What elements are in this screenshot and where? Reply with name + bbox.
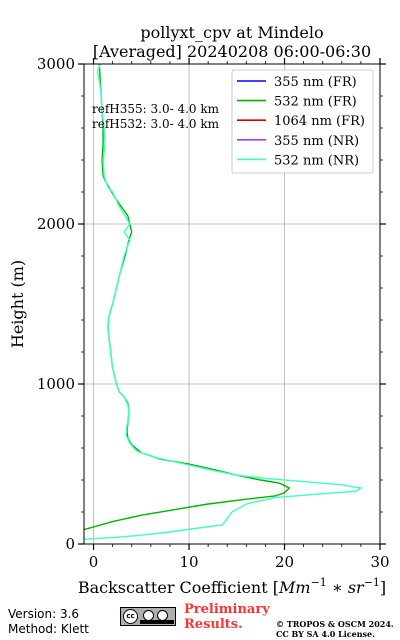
legend-label-2: 1064 nm (FR) (274, 114, 365, 129)
copyright-notice: © TROPOS & OSCM 2024. CC BY SA 4.0 Licen… (276, 619, 398, 639)
x-axis-label-prefix: Backscatter Coefficient [ (78, 578, 279, 597)
preliminary-line1: Preliminary (184, 602, 270, 617)
y-tick-label-0: 0 (65, 535, 75, 553)
ref-h355-annotation: refH355: 3.0- 4.0 km (92, 102, 220, 116)
data-series (84, 64, 363, 540)
x-axis-label-unit: Mm (278, 578, 311, 597)
y-tick-label-3: 3000 (37, 55, 75, 73)
x-axis-label: Backscatter Coefficient [Mm−1 ∗ sr−1] (78, 576, 386, 597)
y-tick-label-1: 1000 (37, 375, 75, 393)
cc-logo-icon: cc (123, 609, 138, 624)
x-tick-label-2: 20 (275, 553, 294, 571)
x-axis-label-suffix: ] (380, 578, 386, 597)
reference-height-annotations: refH355: 3.0- 4.0 km refH532: 3.0- 4.0 k… (92, 102, 220, 131)
method-text: Method: Klett (8, 622, 89, 636)
axes: 0 10 20 30 0 1000 2000 3000 (37, 55, 390, 571)
x-tick-label-1: 10 (179, 553, 198, 571)
x-axis-label-mid: ∗ (327, 578, 348, 597)
chart-title-line1: pollyxt_cpv at Mindelo (140, 23, 323, 42)
x-axis-label-exp2: −1 (364, 576, 380, 589)
copyright-line1: © TROPOS & OSCM 2024. (276, 619, 394, 629)
legend-label-3: 355 nm (NR) (274, 134, 359, 149)
legend-label-4: 532 nm (NR) (274, 153, 359, 168)
version-text: Version: 3.6 (8, 607, 80, 621)
series-line-4 (84, 64, 363, 540)
legend-label-0: 355 nm (FR) (274, 75, 357, 90)
x-axis-label-exp1: −1 (311, 576, 327, 589)
cc-by-sa-license-icon: cc (120, 607, 176, 626)
ref-h532-annotation: refH532: 3.0- 4.0 km (92, 117, 220, 131)
preliminary-results-notice: Preliminary Results. (184, 602, 284, 632)
copyright-line2: CC BY SA 4.0 License. (276, 629, 375, 639)
x-tick-label-3: 30 (370, 553, 389, 571)
y-tick-label-2: 2000 (37, 215, 75, 233)
preliminary-line2: Results. (184, 617, 243, 632)
legend: 355 nm (FR) 532 nm (FR) 1064 nm (FR) 355 nm… (231, 69, 374, 174)
x-axis-label-sr: sr (348, 578, 365, 597)
legend-label-1: 532 nm (FR) (274, 95, 357, 110)
legend-box (231, 69, 374, 174)
x-tick-label-0: 0 (89, 553, 99, 571)
license-strip (140, 620, 174, 624)
y-axis-label: Height (m) (8, 260, 27, 348)
chart-title-line2: [Averaged] 20240208 06:00-06:30 (93, 42, 371, 61)
plot-frame (83, 63, 381, 545)
